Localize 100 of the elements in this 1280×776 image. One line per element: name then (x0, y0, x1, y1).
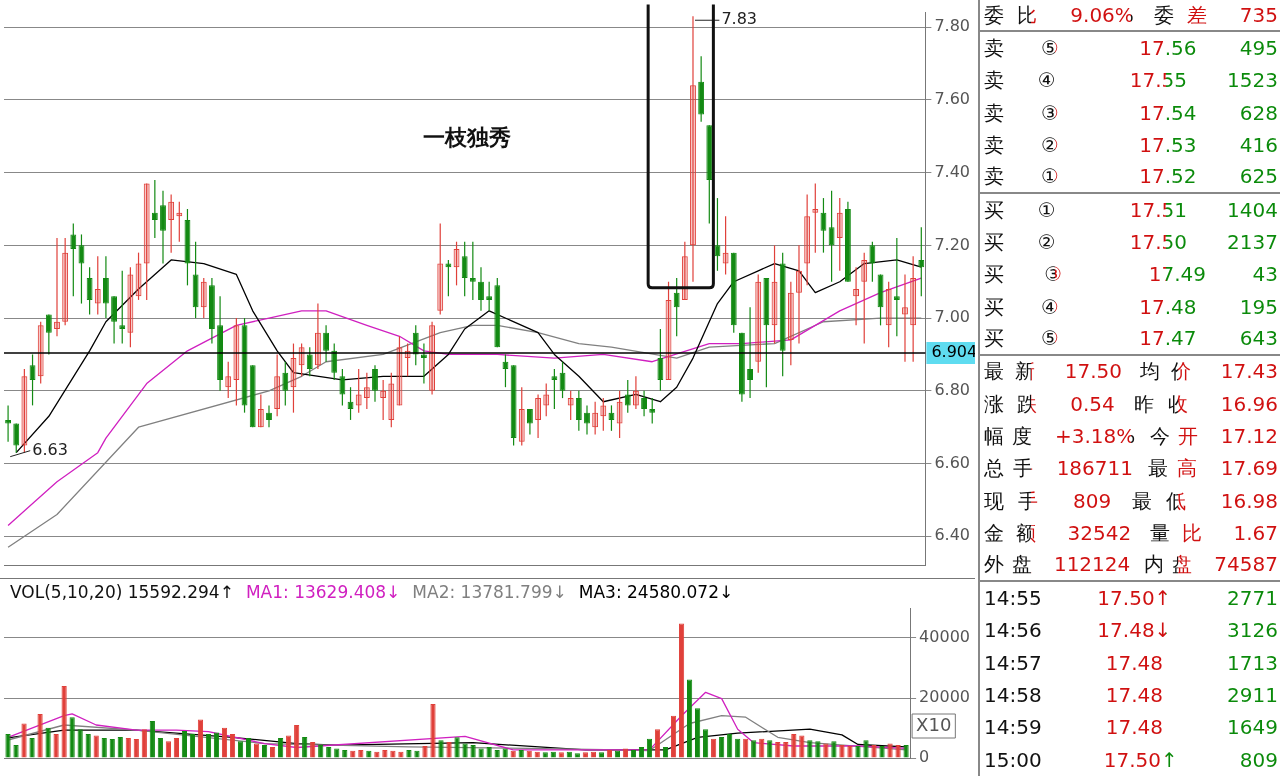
candlestick (641, 390, 648, 417)
bar (149, 721, 155, 758)
candlestick (518, 386, 525, 446)
candlestick (624, 379, 631, 414)
text: 外盘 112124 内盘 74587 (984, 551, 1278, 579)
bar (438, 740, 444, 758)
candlestick (437, 222, 444, 316)
bar (286, 735, 292, 758)
text: 买⑤ 17.47 643 (984, 324, 1278, 352)
candlestick (910, 255, 917, 363)
y-tick-label: 7.80 (934, 16, 970, 36)
text: 卖② 17.53 416 (984, 131, 1278, 159)
bar (855, 746, 861, 758)
candlestick (160, 190, 166, 265)
candlestick (885, 281, 892, 348)
bar (53, 734, 59, 758)
candlestick (657, 328, 664, 392)
candlestick (755, 273, 762, 374)
candlestick (918, 226, 925, 297)
bar (310, 742, 316, 758)
candlestick (306, 346, 313, 377)
candlestick (893, 237, 900, 337)
bar (189, 734, 196, 758)
candlestick (902, 273, 908, 363)
bar (847, 746, 853, 758)
candlestick (363, 372, 370, 410)
text: 最新 17.50 均价 17.43 (984, 358, 1278, 386)
bar (831, 741, 837, 758)
bar (839, 745, 845, 758)
bar (205, 734, 212, 758)
candlestick (616, 390, 623, 439)
bar (157, 737, 163, 758)
text: 15:00 17.50↑ 809 (984, 747, 1278, 772)
candlestick (420, 342, 427, 385)
candlestick (388, 372, 395, 428)
bar (686, 679, 693, 758)
y-tick-label: 6.60 (934, 452, 970, 472)
candlestick (282, 361, 289, 406)
bar (245, 737, 252, 758)
bar (13, 745, 19, 758)
candlestick (54, 237, 60, 337)
y-tick-label: 7.00 (934, 307, 970, 327)
text: 买④ 17.48 195 (984, 293, 1278, 321)
bar (45, 727, 51, 758)
candlestick (62, 237, 69, 326)
candlestick (861, 252, 868, 345)
bar (141, 729, 147, 758)
text: X10 (916, 713, 952, 735)
bar (654, 729, 661, 758)
bar (422, 746, 428, 758)
candlestick (143, 182, 150, 301)
bar (181, 731, 188, 758)
bar (863, 740, 869, 758)
text: 买② 17.50 2137 (984, 228, 1278, 256)
candlestick (600, 397, 607, 432)
bar (751, 740, 757, 758)
text: 买③ 17.49 43 (984, 261, 1278, 289)
bar (695, 708, 701, 758)
bar (85, 734, 91, 758)
candlestick (543, 382, 550, 417)
bar (791, 734, 797, 758)
text: MA3: 24580.072↓ (578, 582, 734, 602)
text: 卖① 17.52 625 (984, 163, 1278, 191)
candlestick (331, 342, 338, 381)
annotation: 一枝独秀 (423, 125, 512, 151)
bar (703, 729, 709, 758)
bar (887, 743, 893, 758)
bar (502, 748, 508, 758)
bar (775, 742, 781, 758)
text: 14:58 17.48 2911 (984, 683, 1278, 708)
bar (29, 737, 35, 758)
candlestick (592, 401, 599, 436)
bar (165, 741, 171, 758)
annotation: 7.83 (721, 9, 757, 29)
candlestick (690, 15, 696, 283)
candlestick (339, 368, 346, 406)
bar (334, 748, 340, 758)
candlestick (567, 390, 574, 421)
candlestick (266, 404, 272, 428)
text: 委比 9.06% 委差 735 (984, 1, 1278, 29)
text: MA1: 13629.408↓ (245, 582, 401, 602)
candlestick (37, 321, 44, 385)
candlestick (551, 368, 558, 410)
candlestick (70, 222, 77, 297)
bar (799, 735, 805, 758)
chart-title: VOL(5,10,20) 15592.294↑ (10, 582, 234, 602)
candlestick (355, 368, 362, 414)
candlestick (461, 241, 468, 297)
candlestick (200, 277, 207, 319)
candlestick (812, 182, 819, 254)
bar (237, 741, 244, 758)
candlestick (478, 266, 484, 312)
bar (783, 742, 789, 758)
bar (622, 748, 629, 758)
candlestick (681, 241, 688, 301)
bar (229, 734, 236, 758)
candlestick (380, 379, 387, 421)
bar (470, 745, 476, 758)
candlestick (86, 266, 93, 316)
bar (117, 737, 123, 758)
